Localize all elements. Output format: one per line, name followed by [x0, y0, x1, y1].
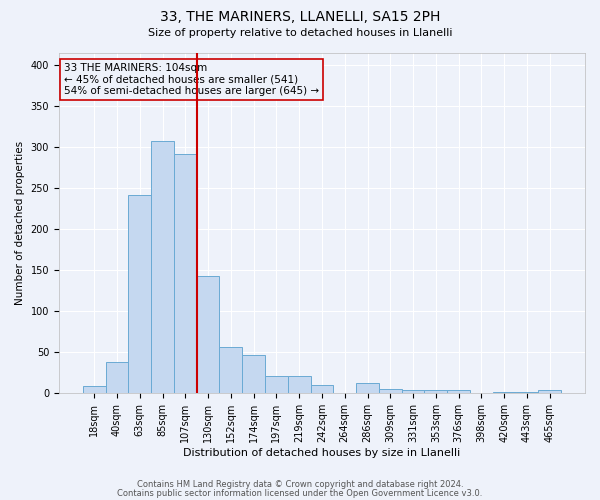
Bar — [311, 386, 334, 393]
Text: 33 THE MARINERS: 104sqm
← 45% of detached houses are smaller (541)
54% of semi-d: 33 THE MARINERS: 104sqm ← 45% of detache… — [64, 62, 319, 96]
Bar — [128, 195, 151, 393]
Bar — [538, 390, 561, 393]
Text: 33, THE MARINERS, LLANELLI, SA15 2PH: 33, THE MARINERS, LLANELLI, SA15 2PH — [160, 10, 440, 24]
Bar — [83, 386, 106, 393]
Bar — [265, 376, 288, 393]
Bar — [424, 390, 447, 393]
Text: Contains HM Land Registry data © Crown copyright and database right 2024.: Contains HM Land Registry data © Crown c… — [137, 480, 463, 489]
Bar — [447, 390, 470, 393]
Y-axis label: Number of detached properties: Number of detached properties — [15, 140, 25, 304]
Bar — [220, 347, 242, 393]
Bar — [197, 276, 220, 393]
Bar — [106, 362, 128, 393]
Bar — [242, 355, 265, 393]
Bar — [401, 390, 424, 393]
Bar — [379, 388, 401, 393]
Bar — [288, 376, 311, 393]
Bar — [356, 383, 379, 393]
X-axis label: Distribution of detached houses by size in Llanelli: Distribution of detached houses by size … — [184, 448, 461, 458]
Bar — [515, 392, 538, 393]
Text: Contains public sector information licensed under the Open Government Licence v3: Contains public sector information licen… — [118, 489, 482, 498]
Bar — [493, 392, 515, 393]
Bar — [174, 154, 197, 393]
Text: Size of property relative to detached houses in Llanelli: Size of property relative to detached ho… — [148, 28, 452, 38]
Bar — [151, 141, 174, 393]
